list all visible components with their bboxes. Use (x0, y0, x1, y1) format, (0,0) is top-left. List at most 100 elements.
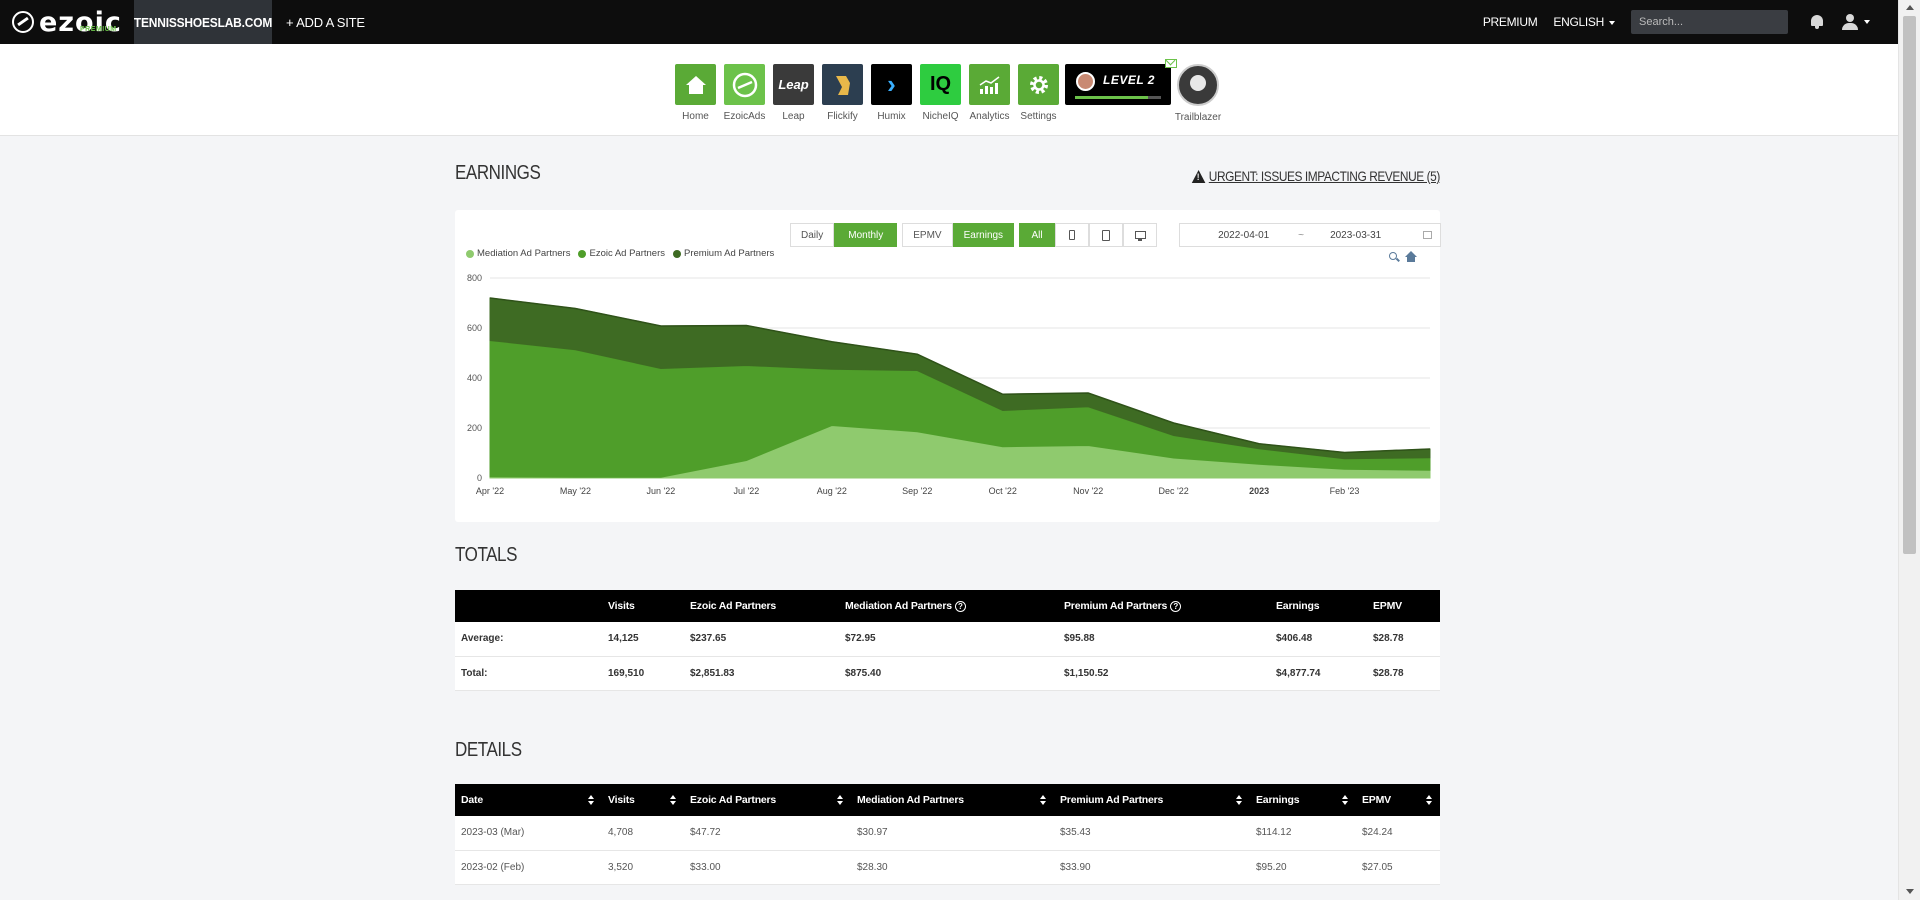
column-header-label: EPMV (1362, 794, 1391, 806)
level-badge[interactable]: LEVEL 2 (1065, 59, 1177, 105)
language-dropdown[interactable]: ENGLISH (1553, 15, 1615, 29)
table-cell: Average: (455, 622, 602, 657)
table-cell: $406.48 (1270, 622, 1367, 657)
app-label: Analytics (969, 111, 1010, 122)
table-cell: $114.12 (1250, 816, 1356, 851)
help-icon[interactable]: ? (954, 600, 966, 612)
legend-mediation[interactable]: Mediation Ad Partners (466, 248, 570, 259)
column-header[interactable]: EPMV (1356, 784, 1440, 816)
daily-button[interactable]: Daily (790, 223, 835, 247)
app-label: NicheIQ (922, 111, 959, 122)
all-devices-button[interactable]: All (1019, 223, 1056, 247)
user-icon[interactable] (1842, 14, 1858, 30)
series-line-3 (489, 297, 1431, 454)
column-header[interactable]: Visits (602, 784, 684, 816)
y-tick-label: 600 (467, 323, 482, 333)
x-tick-label: Oct '22 (989, 486, 1017, 496)
x-tick-label: Dec '22 (1159, 486, 1189, 496)
search-box (1631, 10, 1788, 34)
table-cell: 14,125 (602, 622, 684, 657)
date-range-picker[interactable]: 2022-04-01 ~ 2023-03-31 (1179, 223, 1442, 247)
premium-link[interactable]: PREMIUM (1482, 15, 1538, 29)
search-input[interactable] (1639, 16, 1781, 28)
app-humix[interactable]: › Humix (867, 64, 916, 123)
y-tick-label: 0 (477, 473, 482, 483)
app-leap[interactable]: Leap Leap (769, 64, 818, 123)
ezoic-logo-icon (12, 11, 34, 33)
table-cell: 2023-03 (Mar) (455, 816, 602, 851)
scroll-up-icon[interactable] (1906, 5, 1914, 10)
column-header[interactable]: Premium Ad Partners (1054, 784, 1250, 816)
earnings-button[interactable]: Earnings (952, 223, 1015, 247)
column-header[interactable]: Mediation Ad Partners (851, 784, 1054, 816)
table-cell: $95.88 (1058, 622, 1270, 657)
table-row: 2023-02 (Feb) 3,520 $33.00 $28.30 $33.90 $95.… (455, 850, 1440, 885)
chevron-down-icon (1609, 20, 1615, 25)
app-nicheiq[interactable]: IQ NicheIQ (916, 64, 965, 123)
legend-label: Ezoic Ad Partners (589, 248, 665, 259)
zoom-icon[interactable] (1389, 252, 1397, 260)
earnings-title: EARNINGS (455, 162, 541, 184)
page-scrollbar[interactable] (1898, 0, 1920, 900)
urgent-issues-text: URGENT: ISSUES IMPACTING REVENUE (5) (1208, 168, 1441, 184)
mail-icon[interactable] (1165, 59, 1177, 68)
y-tick-label: 400 (467, 373, 482, 383)
app-trailblazer[interactable]: Trailblazer (1174, 64, 1222, 123)
column-header[interactable]: Date (455, 784, 602, 816)
warning-icon (1191, 169, 1206, 183)
column-header-label: EPMV (1373, 600, 1402, 612)
app-label: Trailblazer (1174, 112, 1222, 123)
scroll-thumb[interactable] (1903, 16, 1916, 554)
site-selector[interactable]: TENNISSHOESLAB.COM (134, 0, 272, 44)
app-label: Humix (877, 111, 906, 122)
bell-icon[interactable] (1810, 14, 1824, 30)
legend-dot (673, 249, 681, 258)
scroll-down-icon[interactable] (1906, 889, 1914, 894)
flickify-icon (822, 64, 863, 105)
user-menu-chevron-icon[interactable] (1864, 20, 1870, 24)
column-header-label: Date (461, 794, 483, 806)
sort-icon[interactable] (1426, 795, 1434, 806)
app-settings[interactable]: Settings (1014, 64, 1063, 123)
nav-right: PREMIUM ENGLISH (1483, 0, 1870, 44)
monthly-button[interactable]: Monthly (834, 223, 898, 247)
add-site-link[interactable]: + ADD A SITE (286, 14, 365, 30)
app-label: Home (682, 111, 709, 122)
table-header-row: Visits Ezoic Ad Partners Mediation Ad Part… (455, 590, 1440, 622)
nicheiq-icon: IQ (920, 64, 961, 105)
tablet-button[interactable] (1089, 223, 1124, 247)
column-header: Visits (602, 590, 684, 622)
sort-icon[interactable] (1040, 795, 1048, 806)
legend-label: Premium Ad Partners (684, 248, 775, 259)
table-cell: $28.30 (851, 850, 1054, 885)
details-title: DETAILS (455, 739, 522, 761)
app-flickify[interactable]: Flickify (818, 64, 867, 123)
desktop-button[interactable] (1123, 223, 1158, 247)
sort-icon[interactable] (588, 795, 596, 806)
app-home[interactable]: Home (671, 64, 720, 123)
ezoic-logo[interactable]: ezoic PREMIUM (0, 0, 134, 44)
app-ezoicads[interactable]: EzoicAds (720, 64, 769, 123)
legend-dot (578, 249, 587, 258)
column-header[interactable]: Ezoic Ad Partners (684, 784, 851, 816)
help-icon[interactable]: ? (1170, 600, 1182, 612)
sort-icon[interactable] (1342, 795, 1350, 806)
column-header-label: Mediation Ad Partners (845, 600, 952, 612)
level-progress-fill (1075, 96, 1149, 99)
reset-zoom-home-icon[interactable] (1405, 251, 1417, 262)
column-header[interactable]: Earnings (1250, 784, 1356, 816)
legend-premium[interactable]: Premium Ad Partners (673, 248, 774, 259)
earnings-area-chart: 0 200 400 600 800 Apr '22 May '22 Jun '22 Jul '2… (467, 273, 1431, 496)
app-label: Flickify (827, 111, 858, 122)
epmv-button[interactable]: EPMV (902, 223, 953, 247)
sort-icon[interactable] (1236, 795, 1244, 806)
column-header-label: Earnings (1276, 600, 1320, 612)
mobile-button[interactable] (1055, 223, 1090, 247)
sort-icon[interactable] (670, 795, 678, 806)
app-analytics[interactable]: Analytics (965, 64, 1014, 123)
x-tick-label: Feb '23 (1330, 486, 1360, 496)
legend-ezoic[interactable]: Ezoic Ad Partners (578, 248, 665, 259)
urgent-issues-link[interactable]: URGENT: ISSUES IMPACTING REVENUE (5) (1191, 168, 1441, 184)
table-cell: 169,510 (602, 656, 684, 691)
sort-icon[interactable] (837, 795, 845, 806)
